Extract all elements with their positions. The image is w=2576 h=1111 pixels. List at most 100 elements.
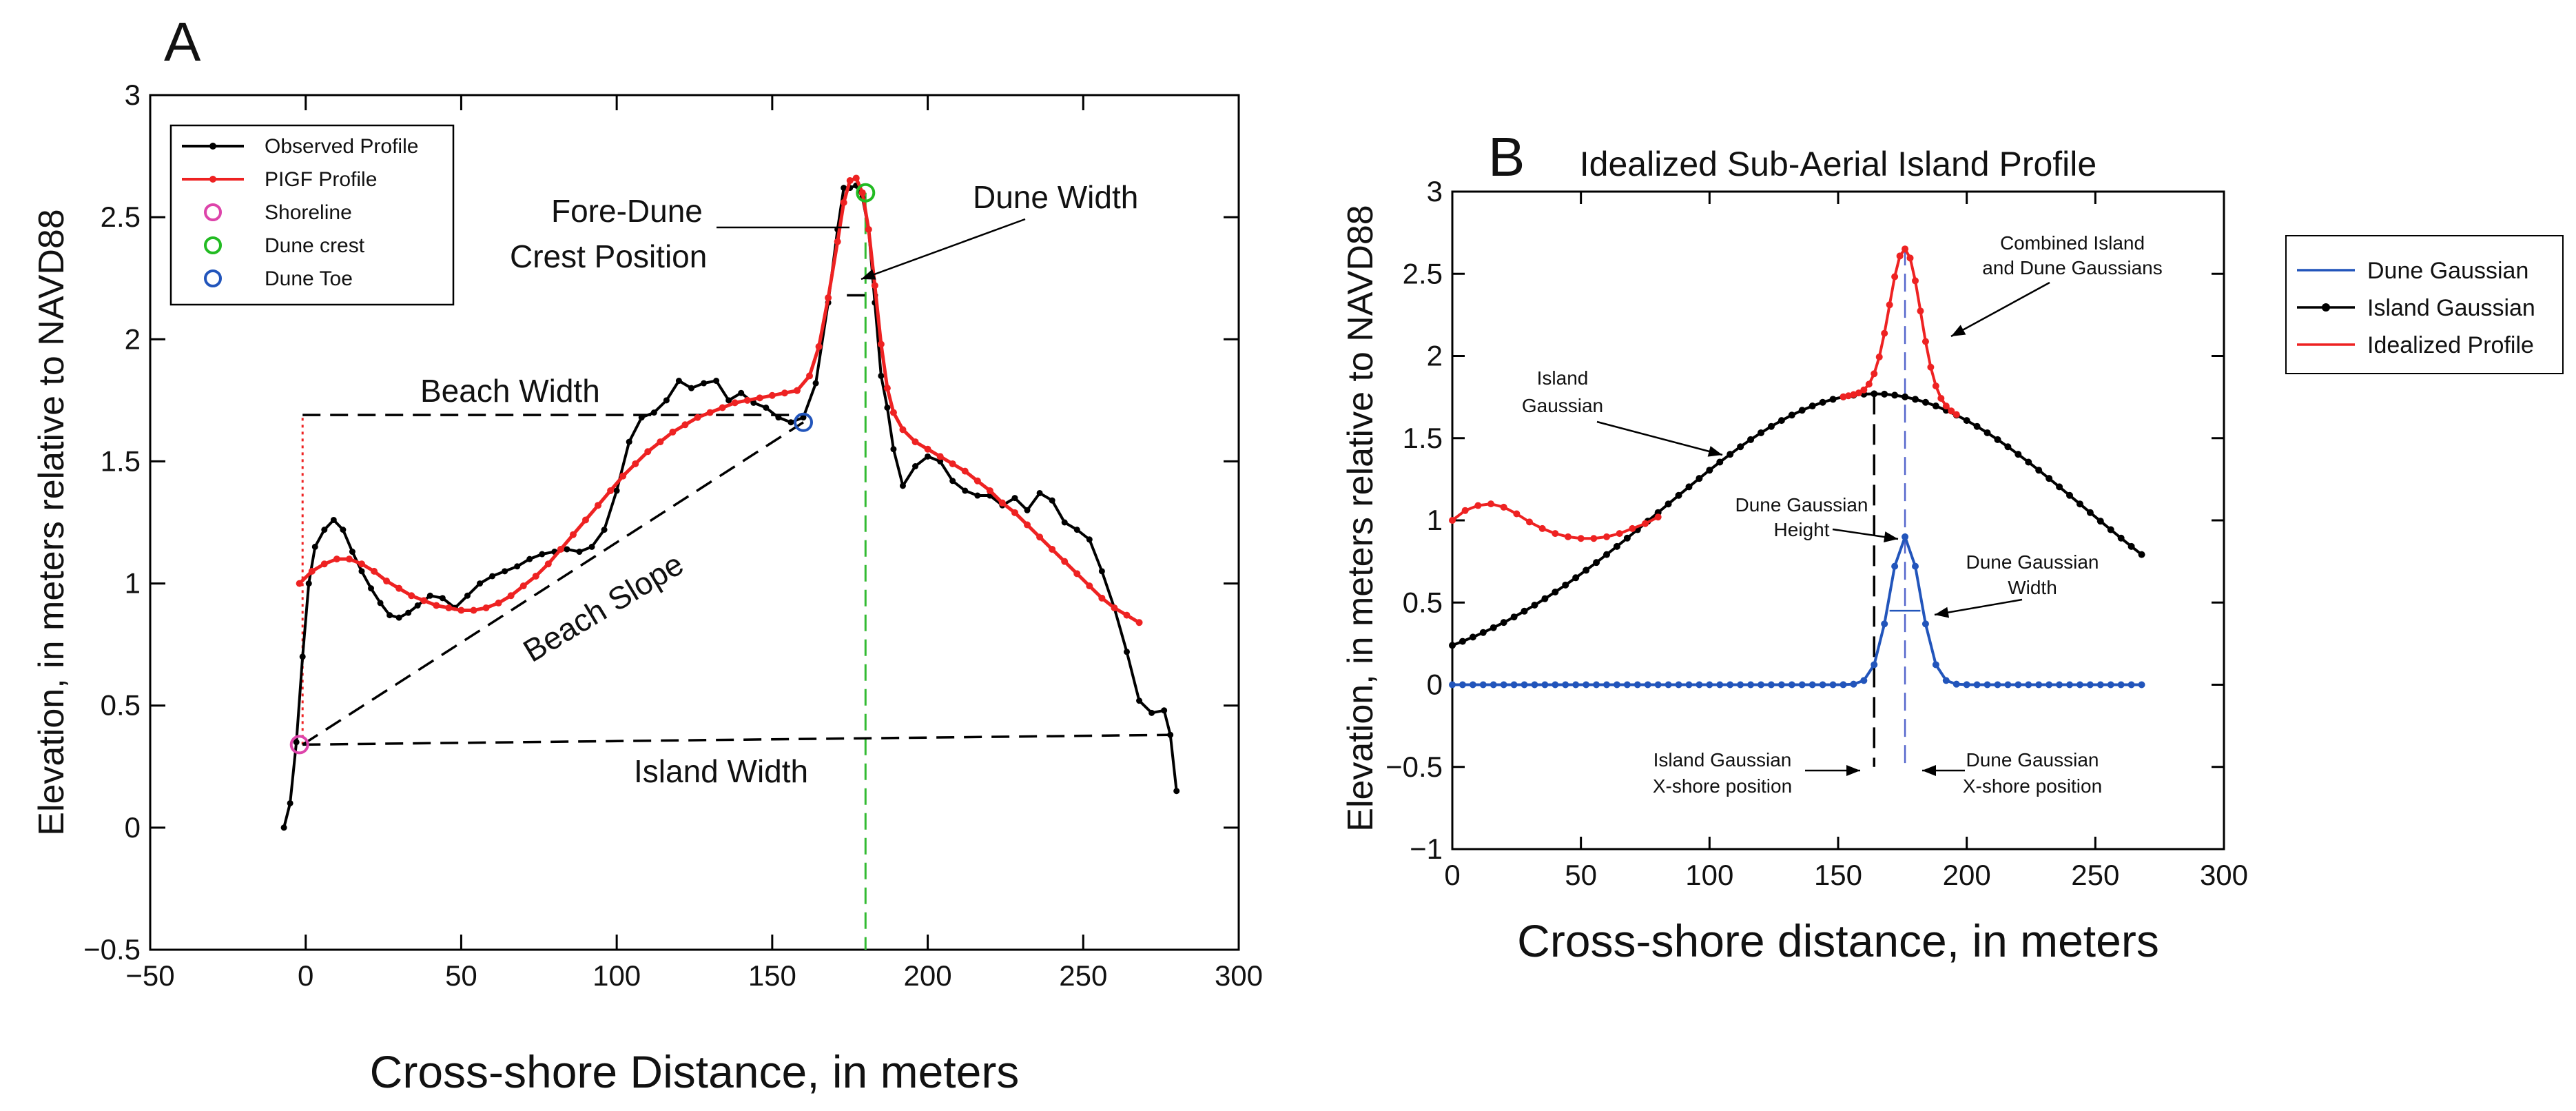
idealized-peak-point — [1840, 393, 1847, 400]
annotation-island-arrow-head — [1707, 446, 1722, 457]
x-tick-label: 50 — [445, 959, 477, 992]
dune-gaussian-point — [1850, 680, 1857, 688]
island-gaussian-point — [1881, 390, 1888, 398]
dune-gaussian-point — [1809, 681, 1816, 689]
dune-gaussian-point — [1634, 681, 1641, 689]
annotation-island-2: Gaussian — [1522, 395, 1603, 416]
island-gaussian-point — [1572, 574, 1580, 582]
island-gaussian-point — [2025, 458, 2032, 466]
dune-gaussian-point — [1500, 681, 1507, 689]
dune-gaussian-point — [1541, 681, 1549, 689]
pigf-profile-point — [806, 372, 814, 380]
island-gaussian-point — [1593, 559, 1600, 567]
legend-entry: Dune crest — [265, 234, 365, 257]
observed-profile-point — [1167, 731, 1174, 738]
legend-marker-swatch — [204, 236, 222, 254]
dune-gaussian-point — [1531, 681, 1538, 689]
pigf-profile-point — [852, 174, 860, 182]
pigf-profile-point — [936, 453, 944, 460]
dune-gaussian-point — [1521, 681, 1528, 689]
dune-toe-marker — [794, 412, 813, 432]
dune-gaussian-point — [2056, 681, 2063, 689]
legend-point-swatch — [209, 176, 216, 183]
island-gaussian-point — [2117, 534, 2125, 542]
pigf-profile-point — [871, 282, 878, 289]
pigf-profile-point — [320, 560, 328, 568]
pigf-profile-point — [507, 592, 515, 600]
island-gaussian-point — [1809, 402, 1816, 410]
island-gaussian-point — [1510, 613, 1518, 621]
dune-gaussian-point — [1758, 681, 1764, 689]
pigf-profile-point — [632, 460, 639, 467]
observed-profile-point — [502, 568, 508, 575]
island-gaussian-point — [1500, 619, 1507, 626]
pigf-profile-point — [333, 556, 340, 563]
idealized-peak-point — [1896, 252, 1904, 260]
legend-point-swatch — [209, 143, 216, 150]
idealized-peak-point — [1844, 392, 1852, 400]
x-tick-label: 100 — [1685, 859, 1733, 891]
idealized-peak-point — [1881, 329, 1888, 337]
dune-gaussian-point — [1778, 681, 1785, 689]
observed-profile-point — [464, 592, 471, 599]
observed-profile-point — [293, 739, 300, 746]
idealized-nearshore-point — [1629, 524, 1636, 532]
pigf-profile-point — [1098, 594, 1106, 602]
dune-gaussian-point — [1921, 620, 1929, 628]
pigf-profile-point — [781, 389, 788, 397]
observed-profile-point — [949, 478, 956, 485]
observed-profile-point — [713, 378, 720, 385]
annotation-dune-height-1: Dune Gaussian — [1735, 494, 1868, 516]
y-tick-label: 0 — [1427, 669, 1443, 701]
pigf-profile-point — [308, 567, 316, 575]
pigf-profile-point — [694, 414, 701, 421]
pigf-profile-point — [582, 516, 589, 524]
island-gaussian-point — [1737, 443, 1744, 451]
dune-gaussian-point — [1819, 681, 1826, 689]
annotation-dune-height-2: Height — [1774, 519, 1830, 540]
y-axis-label: Elevation, in meters relative to NAVD88 — [32, 209, 72, 835]
pigf-profile-point — [865, 225, 872, 233]
annotation-island-arrow — [1596, 420, 1723, 456]
observed-profile-point — [601, 527, 608, 533]
pigf-profile-point — [743, 396, 751, 404]
dune-gaussian-point — [2004, 681, 2012, 689]
legend-box — [2285, 235, 2564, 374]
observed-profile-point — [675, 378, 682, 385]
pigf-profile-point — [889, 409, 897, 416]
legend-entry: PIGF Profile — [265, 168, 377, 191]
y-tick-label: 2 — [1427, 340, 1443, 372]
island-gaussian-point — [1490, 624, 1497, 631]
island-gaussian-point — [1902, 393, 1909, 400]
pigf-profile-point — [470, 607, 477, 614]
pigf-profile-point — [358, 560, 365, 568]
observed-profile-point — [812, 380, 819, 387]
observed-profile-point — [489, 573, 496, 580]
y-tick-label: −1 — [1410, 833, 1443, 865]
observed-profile-point — [395, 614, 402, 621]
idealized-peak-line — [1843, 246, 1957, 416]
legend-entry: Observed Profile — [265, 135, 418, 158]
dune-gaussian-point — [2086, 681, 2094, 689]
pigf-profile-point — [1123, 611, 1131, 619]
pigf-profile-point — [644, 448, 652, 456]
dune-gaussian-point — [1798, 681, 1806, 689]
idealized-peak-point — [1921, 338, 1929, 345]
idealized-peak-point — [1948, 407, 1955, 415]
observed-profile-point — [368, 585, 375, 592]
island-gaussian-point — [1479, 629, 1487, 636]
idealized-peak-point — [1917, 307, 1924, 315]
island-gaussian-point — [1963, 417, 1970, 425]
dune-gaussian-point — [2076, 681, 2083, 689]
island-gaussian-point — [1562, 581, 1569, 589]
pigf-profile-point — [445, 604, 453, 611]
dune-crest-marker — [856, 183, 876, 203]
y-tick-label: 2.5 — [101, 201, 141, 233]
idealized-peak-point — [1871, 370, 1878, 378]
island-gaussian-point — [1685, 483, 1693, 491]
dune-gaussian-point — [1747, 681, 1755, 689]
island-gaussian-point — [2035, 467, 2043, 474]
annotation-beach-slope: Beach Slope — [517, 546, 689, 669]
observed-profile-point — [588, 543, 595, 550]
